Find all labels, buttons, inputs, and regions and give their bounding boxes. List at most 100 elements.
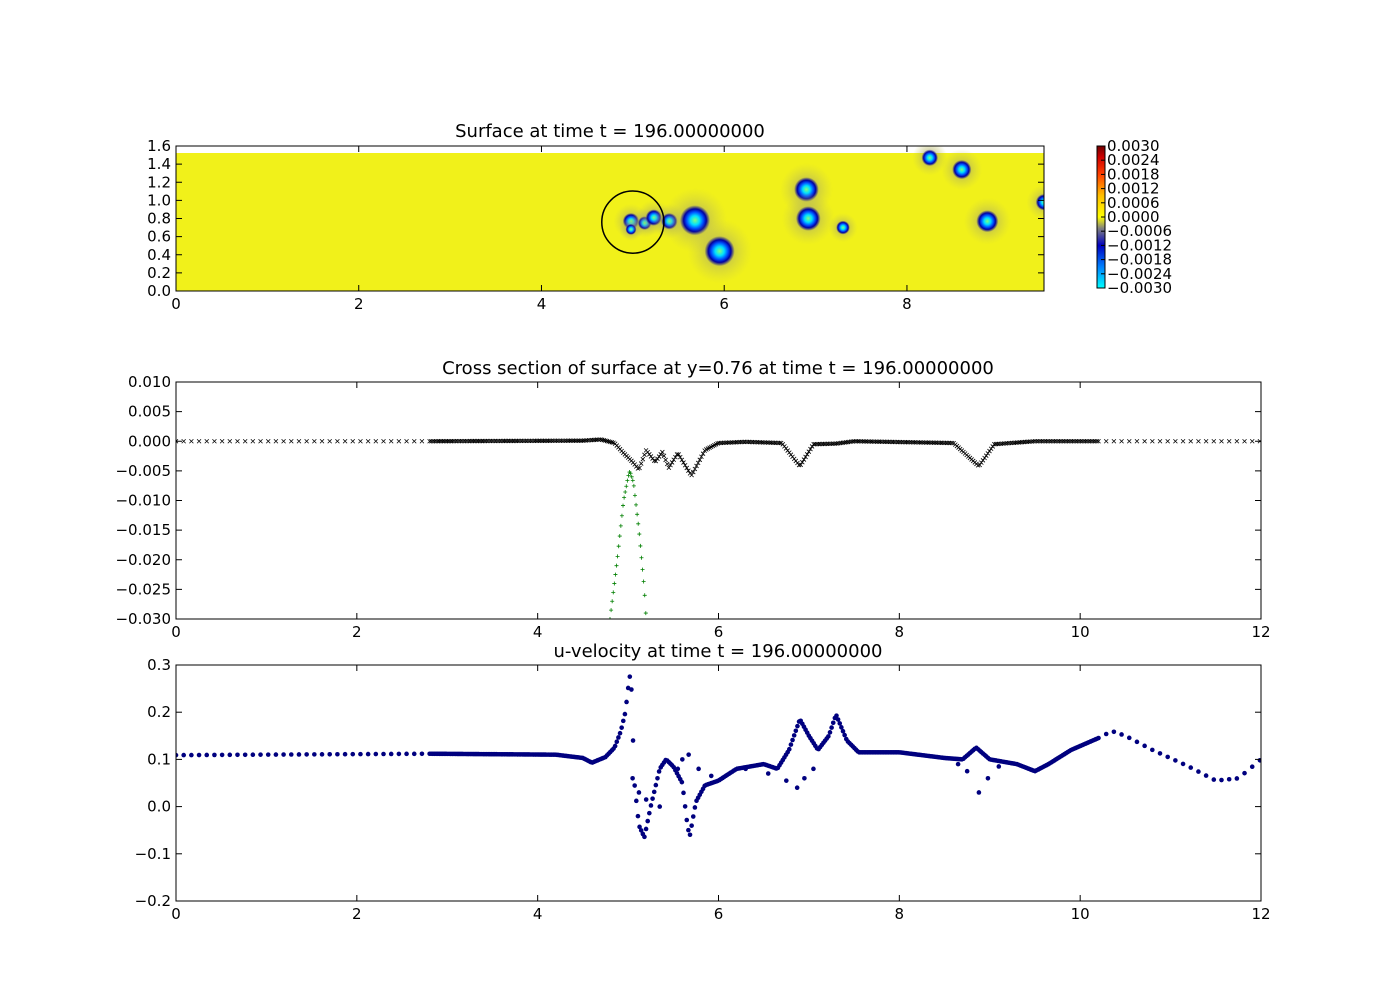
cross-section-panel: Cross section of surface at y=0.76 at ti…: [115, 358, 1270, 641]
colorbar-tick-label: −0.0030: [1107, 279, 1172, 297]
cross-section-point: [464, 438, 470, 444]
cross-section-point: [518, 438, 524, 444]
obstacle-depth-point: [635, 512, 640, 517]
cross-section-point: [350, 438, 356, 444]
u-velocity-point: [793, 728, 799, 734]
u-velocity-secondary-point: [643, 797, 649, 802]
cross-section-point: [1234, 438, 1240, 444]
vortex-halo: [1026, 184, 1044, 220]
cross-section-point: [642, 452, 647, 458]
cross-section-point: [1180, 438, 1186, 444]
cross-section-point: [671, 457, 677, 463]
cross-section-point: [296, 438, 302, 444]
cross-section-point: [809, 444, 815, 449]
obstacle-depth-point: [631, 483, 636, 488]
cross-section-point: [503, 438, 509, 444]
cross-section-point: [564, 438, 569, 444]
u-velocity-point: [834, 713, 839, 718]
u-velocity-secondary-point: [996, 764, 1002, 769]
cross-section-point: [531, 438, 537, 444]
cross-section-point: [440, 438, 445, 444]
u-velocity-point: [1257, 758, 1261, 763]
cross-section-point: [1126, 438, 1132, 444]
u-velocity-ytick-label: 0.2: [147, 703, 171, 721]
surface-xtick-label: 2: [354, 295, 364, 313]
vortex-mark: [921, 149, 939, 167]
u-velocity-secondary-point: [794, 785, 800, 791]
cross-section-point: [1040, 438, 1046, 444]
cross-section-point: [456, 438, 462, 444]
surface-field: [176, 146, 1044, 291]
u-velocity-point: [381, 751, 386, 757]
cross-section-point: [666, 465, 672, 471]
cross-section-point: [1088, 438, 1093, 444]
cross-section-point: [445, 438, 450, 444]
cross-section-point: [472, 438, 478, 444]
u-velocity-point: [645, 818, 651, 824]
u-velocity-secondary-point: [784, 778, 789, 783]
cross-section-point: [977, 462, 982, 468]
cross-section-point: [1062, 438, 1067, 444]
cross-section-point: [453, 438, 458, 444]
colorbar-tick-label: 0.0024: [1107, 151, 1160, 169]
u-velocity-point: [242, 752, 248, 758]
cross-section-title: Cross section of surface at y=0.76 at ti…: [442, 358, 994, 379]
cross-section-point: [681, 460, 686, 465]
cross-section-point: [979, 460, 984, 465]
cross-section-point: [513, 438, 519, 444]
u-velocity-point: [634, 798, 639, 804]
u-velocity-point: [358, 751, 363, 757]
u-velocity-point: [1226, 776, 1232, 782]
surface-ytick-label: 0.6: [147, 228, 171, 246]
u-velocity-point: [679, 779, 685, 785]
u-velocity-point: [296, 752, 302, 757]
cross-section-point: [515, 438, 520, 444]
cross-section-point: [552, 438, 558, 444]
cross-section-point: [655, 456, 660, 462]
surface-top-band: [176, 146, 1044, 153]
cross-section-point: [568, 438, 574, 443]
u-velocity-point: [273, 752, 279, 757]
vortex-mark: [1035, 193, 1044, 211]
u-velocity-point: [335, 751, 340, 757]
cross-section-point: [1091, 438, 1096, 444]
u-velocity-point: [648, 803, 654, 808]
obstacle-depth-point: [613, 572, 618, 577]
u-velocity-secondary-point: [802, 775, 807, 781]
u-velocity-point: [795, 723, 800, 729]
u-velocity-point: [219, 752, 225, 758]
u-velocity-point: [830, 720, 836, 726]
cross-section-axes-frame: [175, 381, 1262, 620]
u-velocity-point: [1234, 776, 1240, 781]
cross-section-point: [482, 438, 488, 444]
obstacle-depth-point: [641, 579, 646, 584]
u-velocity-point: [1119, 732, 1124, 737]
cross-section-point: [577, 438, 582, 443]
cross-section-point: [692, 466, 698, 472]
cross-section-point: [507, 438, 512, 444]
cross-section-point: [638, 461, 644, 466]
cross-section-point: [450, 438, 455, 444]
u-velocity-point: [189, 752, 194, 758]
cross-section-ytick-label: 0.010: [128, 373, 171, 391]
cross-section-point: [1092, 438, 1098, 444]
cross-section-point: [189, 438, 194, 444]
cross-section-point: [242, 438, 248, 444]
u-velocity-point: [656, 769, 662, 774]
cross-section-point: [565, 438, 571, 443]
cross-section-point: [570, 438, 576, 443]
obstacle-depth-point: [619, 513, 624, 518]
cross-section-point: [695, 460, 701, 466]
cross-section-point: [599, 437, 605, 443]
colorbar-tick-label: −0.0006: [1107, 222, 1172, 240]
cross-section-point: [699, 454, 704, 460]
cross-section-point: [458, 438, 463, 444]
cross-section-point: [988, 446, 994, 452]
u-velocity-secondary-point: [657, 804, 663, 809]
u-velocity-point: [616, 735, 621, 740]
obstacle-depth-point: [622, 495, 627, 500]
u-velocity-point: [265, 752, 271, 757]
u-velocity-point: [624, 699, 629, 705]
u-velocity-point: [629, 687, 634, 692]
cross-section-point: [1071, 438, 1077, 444]
